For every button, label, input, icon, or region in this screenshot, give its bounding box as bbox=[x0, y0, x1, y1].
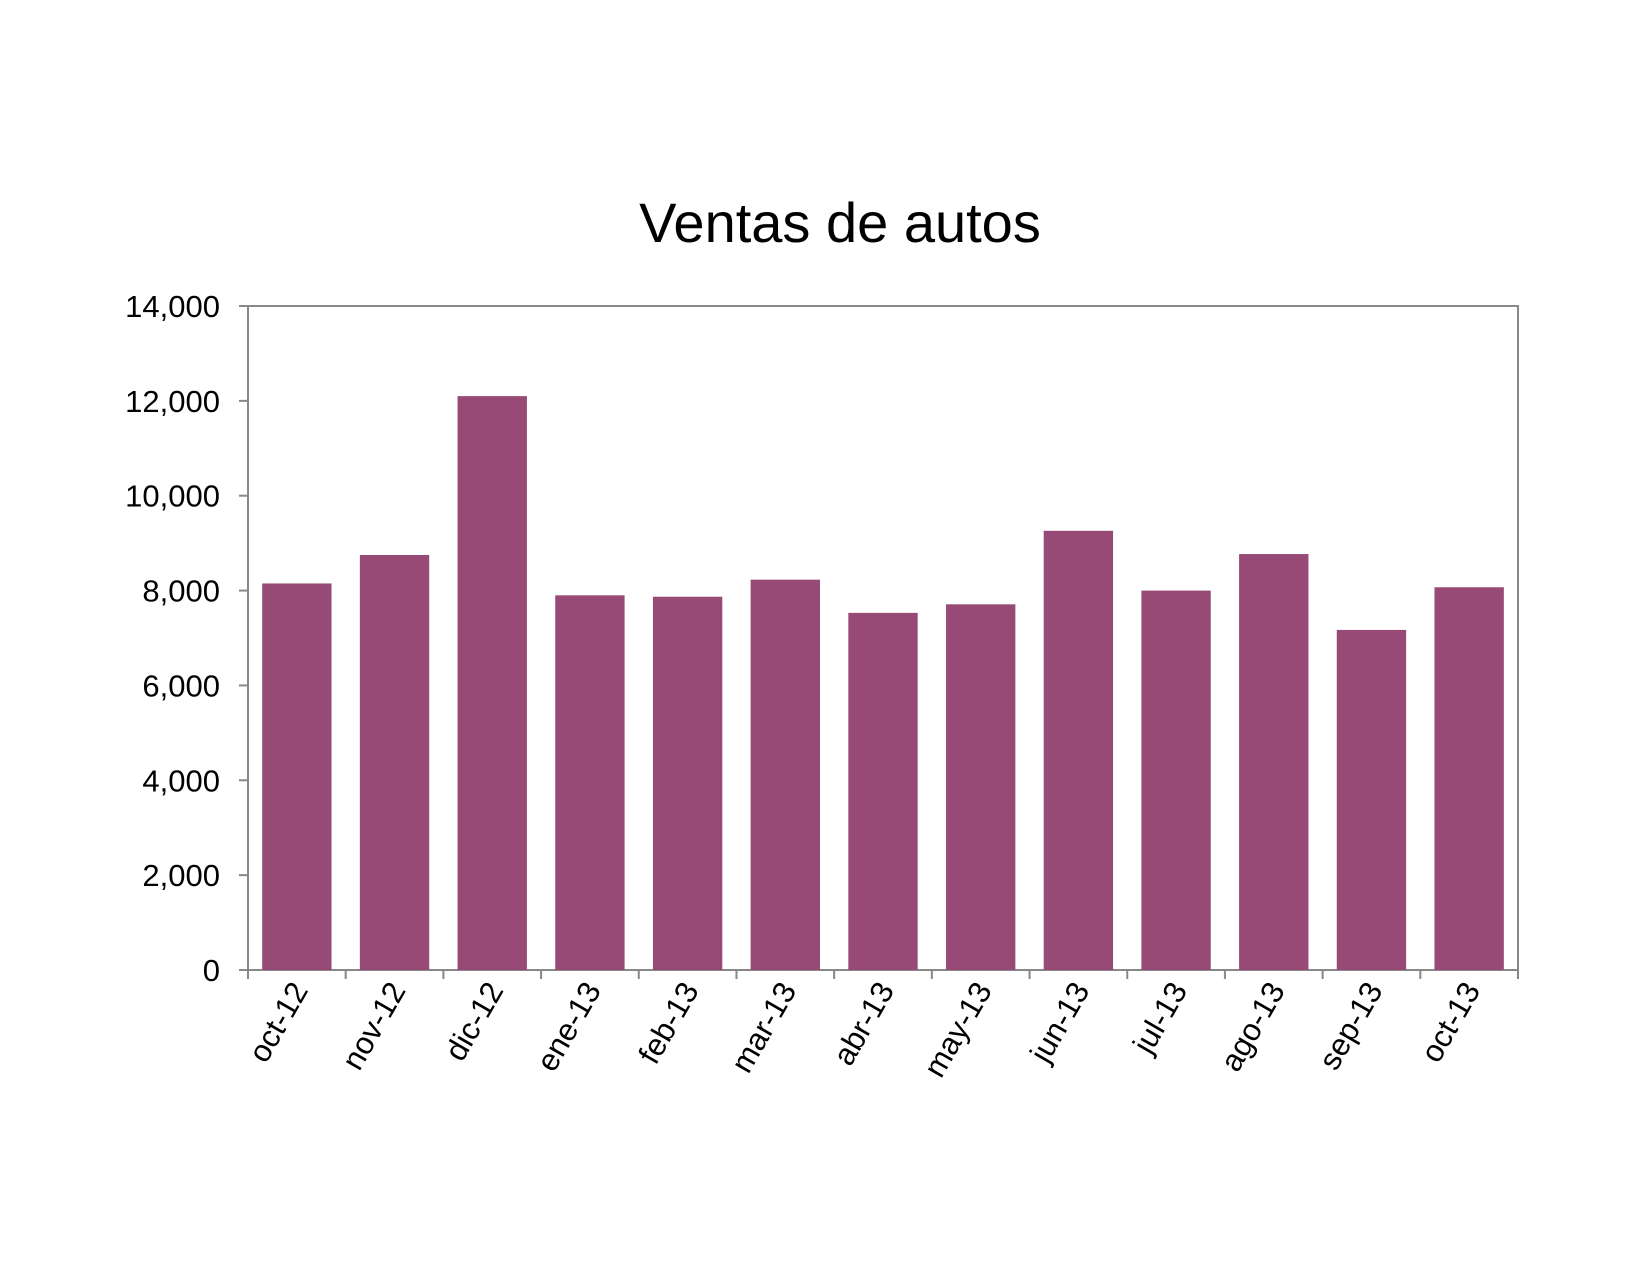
bar-ene-13 bbox=[555, 595, 625, 970]
y-tick-label: 12,000 bbox=[125, 384, 220, 419]
x-tick-label: dic-12 bbox=[438, 976, 511, 1067]
bar-may-13 bbox=[946, 604, 1016, 970]
y-tick-label: 14,000 bbox=[125, 289, 220, 324]
bar-ago-13 bbox=[1239, 554, 1309, 970]
x-tick-label: jul-13 bbox=[1125, 976, 1194, 1060]
y-tick-label: 4,000 bbox=[142, 763, 220, 798]
x-tick-label: ago-13 bbox=[1213, 976, 1292, 1077]
x-tick-label: ene-13 bbox=[529, 976, 608, 1077]
x-axis: oct-12 nov-12 dic-12 ene-13 feb-13 mar-13 abr-… bbox=[242, 970, 1519, 1083]
bar-sep-13 bbox=[1336, 629, 1407, 970]
bar-mar-13 bbox=[750, 579, 820, 970]
y-tick-label: 2,000 bbox=[142, 858, 220, 893]
x-tick-label: feb-13 bbox=[631, 976, 705, 1070]
bar-oct-12 bbox=[262, 583, 332, 970]
y-tick-label: 10,000 bbox=[125, 479, 220, 514]
bar-jul-13 bbox=[1141, 590, 1211, 970]
y-axis: 0 2,000 4,000 6,000 8,000 10,000 12,000 14,000 bbox=[125, 289, 248, 988]
bars-group bbox=[262, 396, 1504, 971]
x-tick-label: oct-12 bbox=[242, 976, 315, 1068]
x-tick-label: jun-13 bbox=[1023, 976, 1097, 1069]
x-tick-label: sep-13 bbox=[1312, 976, 1390, 1076]
bar-nov-12 bbox=[359, 555, 430, 970]
x-tick-label: mar-13 bbox=[724, 976, 803, 1079]
bar-abr-13 bbox=[848, 612, 918, 970]
y-tick-label: 8,000 bbox=[142, 574, 220, 609]
x-tick-label: oct-13 bbox=[1414, 976, 1487, 1068]
bar-dic-12 bbox=[457, 396, 527, 971]
x-tick-label: abr-13 bbox=[826, 976, 901, 1071]
y-tick-label: 0 bbox=[203, 953, 220, 988]
y-tick-label: 6,000 bbox=[142, 668, 220, 703]
x-tick-label: nov-12 bbox=[335, 976, 413, 1076]
chart-title: Ventas de autos bbox=[639, 191, 1041, 254]
bar-oct-13 bbox=[1434, 587, 1504, 970]
x-tick-label: may-13 bbox=[917, 976, 999, 1083]
bar-jun-13 bbox=[1043, 530, 1114, 970]
bar-feb-13 bbox=[652, 596, 723, 970]
